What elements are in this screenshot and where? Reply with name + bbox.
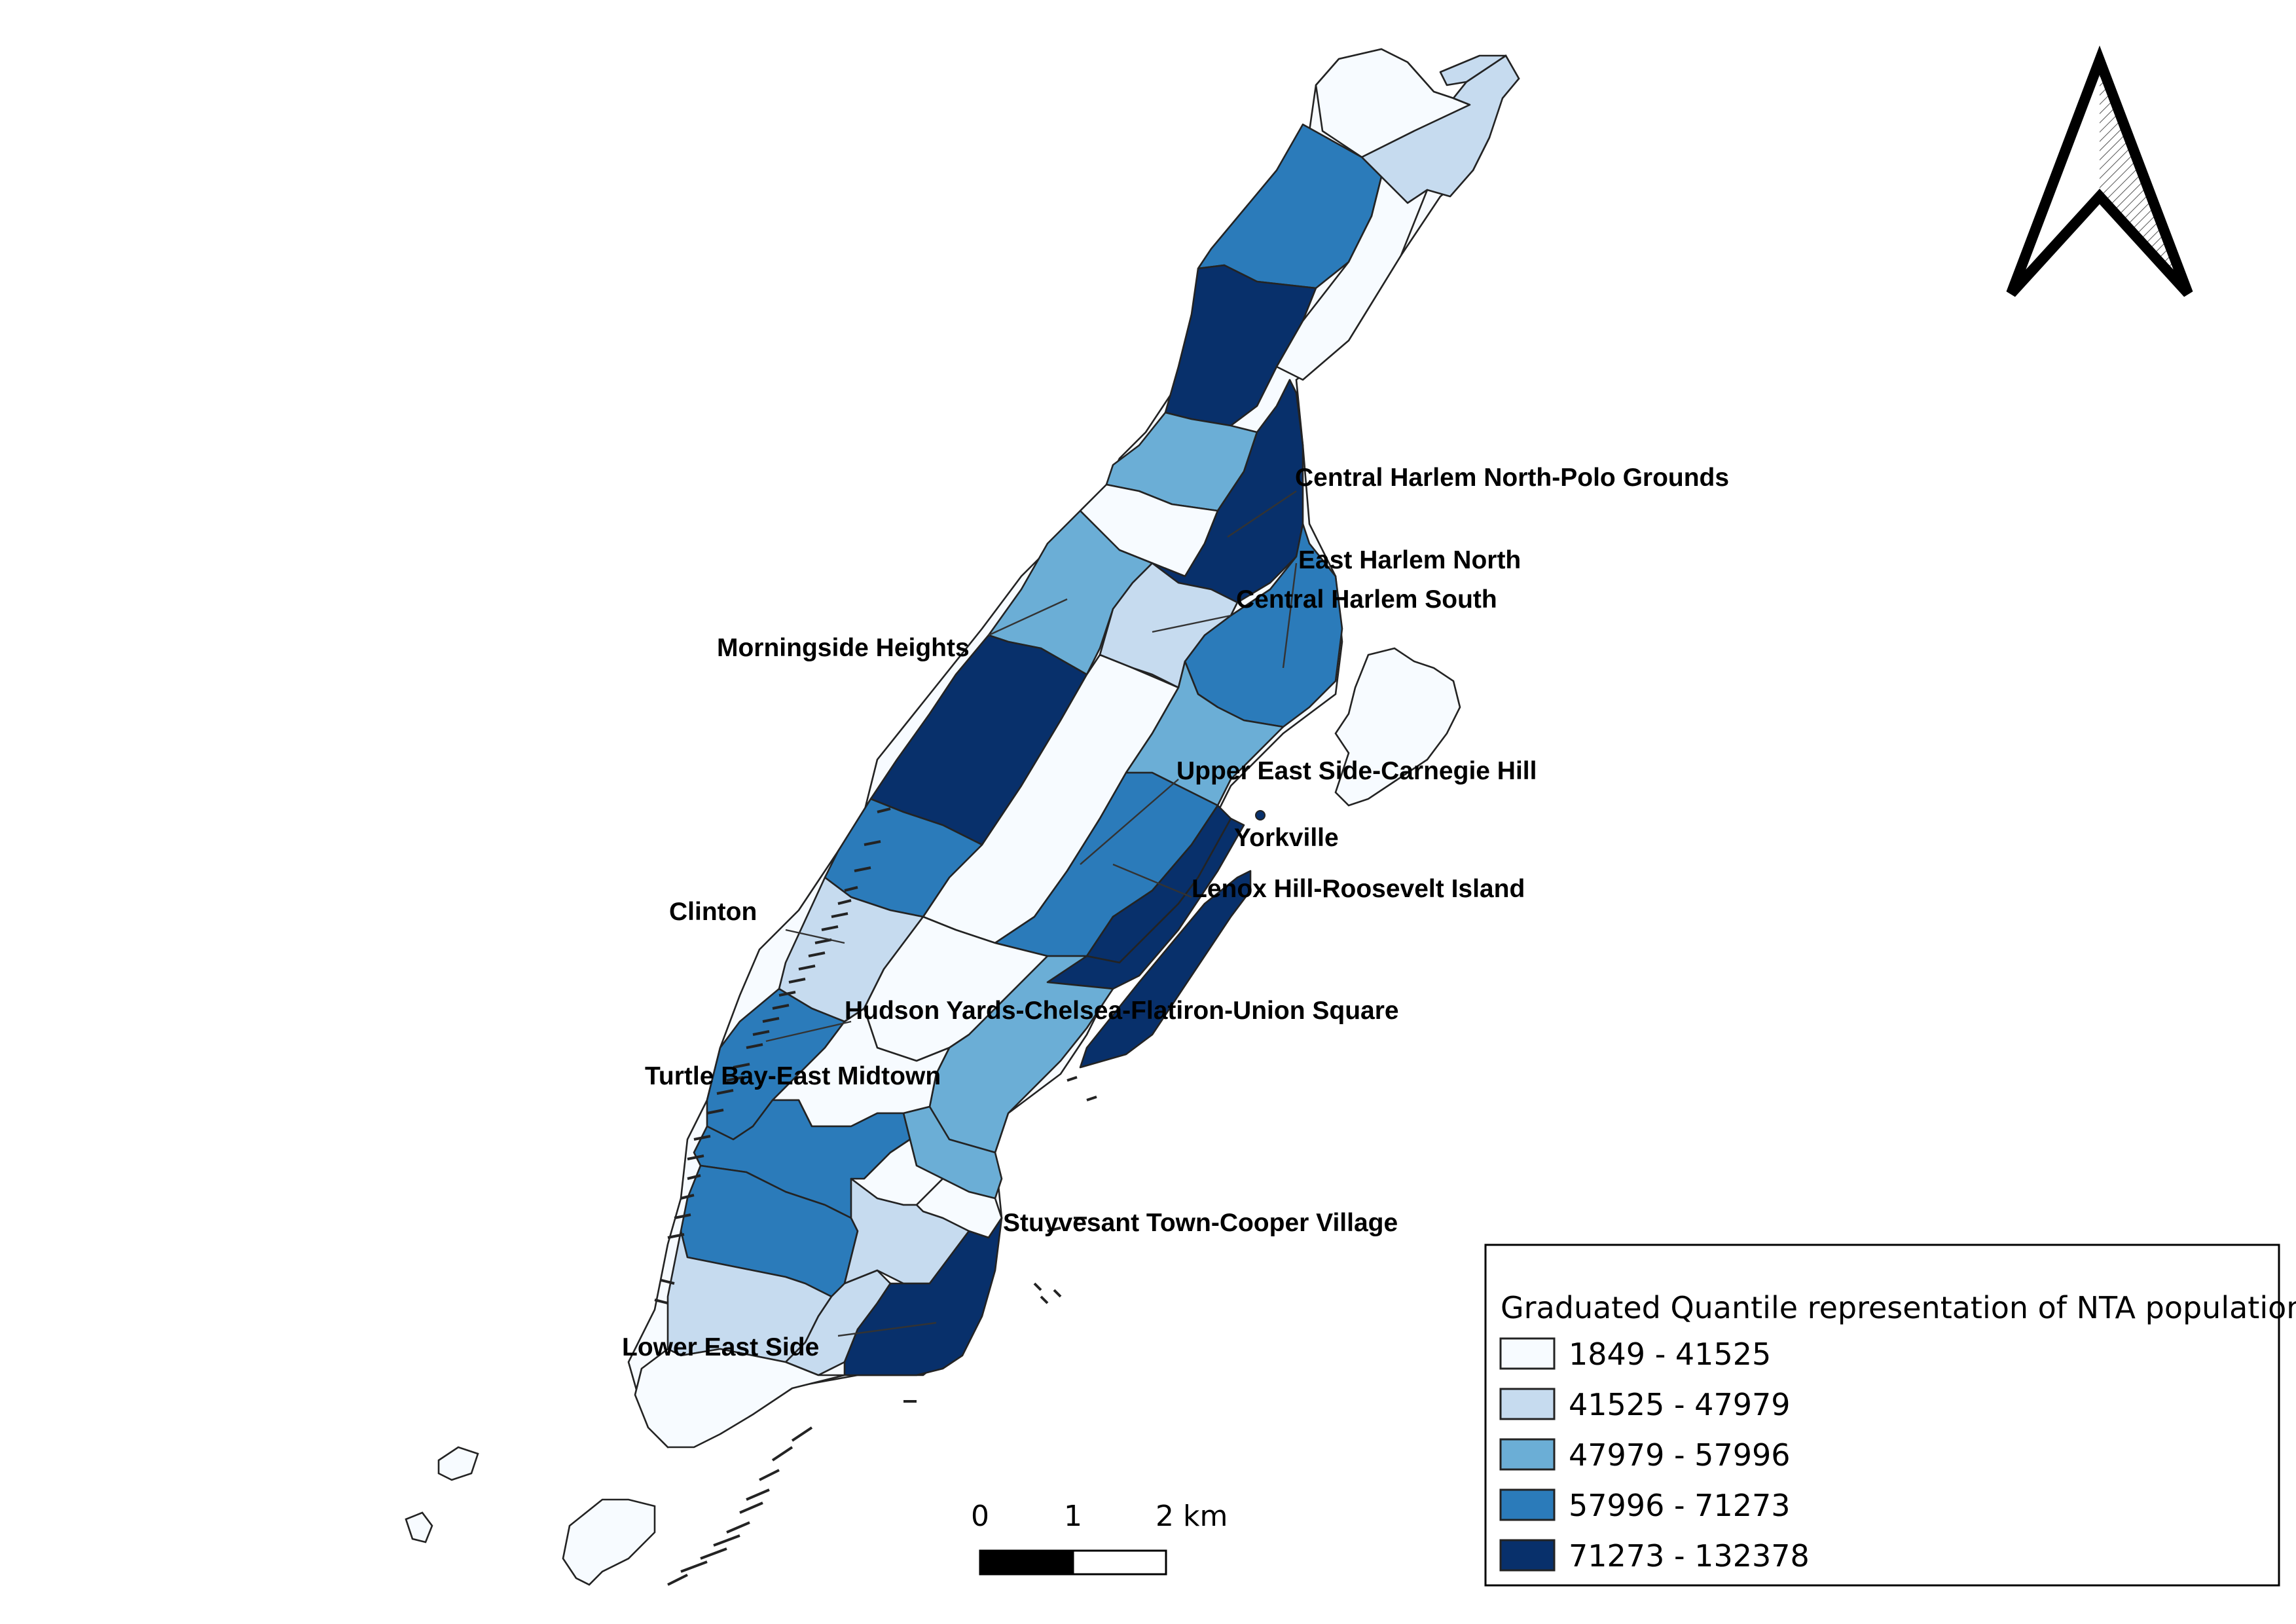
legend-swatch (1499, 1337, 1556, 1370)
piers (654, 807, 1097, 1586)
legend-label: 47979 - 57996 (1569, 1437, 1791, 1473)
legend-swatch (1499, 1488, 1556, 1521)
nta-washington-heights-south[interactable] (1164, 264, 1317, 427)
nta-east-inwood[interactable] (1439, 54, 1507, 86)
nta-marble-hill[interactable] (1360, 54, 1520, 204)
scale-tick-0: 0 (971, 1500, 989, 1533)
label-lower-east-side: Lower East Side (622, 1333, 819, 1361)
label-east-harlem-north: East Harlem North (1298, 546, 1521, 574)
scale-bar-black-segment (979, 1549, 1074, 1576)
label-upper-east-side: Upper East Side-Carnegie Hill (1176, 757, 1537, 785)
label-hudson-yards: Hudson Yards-Chelsea-Flatiron-Union Squa… (845, 997, 1399, 1025)
legend-swatch (1499, 1438, 1556, 1471)
legend-label: 57996 - 71273 (1569, 1488, 1791, 1523)
legend-frame (1484, 1244, 2280, 1587)
label-morningside-heights: Morningside Heights (717, 634, 970, 662)
label-central-harlem-north: Central Harlem North-Polo Grounds (1295, 464, 1729, 492)
liberty-island (405, 1511, 433, 1543)
legend-swatch (1499, 1539, 1556, 1572)
governors-island (562, 1498, 656, 1586)
nta-financial-district[interactable] (634, 1348, 846, 1449)
mill-rock-island (1255, 810, 1266, 821)
randalls-island (1334, 647, 1461, 807)
legend-label: 41525 - 47979 (1569, 1387, 1791, 1422)
north-arrow-icon (2006, 45, 2193, 297)
legend-label: 71273 - 132378 (1569, 1538, 1810, 1574)
legend-swatch (1499, 1388, 1556, 1420)
nta-roosevelt-island[interactable] (1079, 870, 1252, 1069)
label-lenox-hill: Lenox Hill-Roosevelt Island (1192, 875, 1525, 903)
label-yorkville: Yorkville (1234, 824, 1339, 852)
scale-bar: 0 1 2 km (971, 1500, 1228, 1576)
label-clinton: Clinton (669, 898, 757, 926)
ellis-island (437, 1446, 479, 1481)
label-leader-lines (765, 490, 1298, 1337)
legend-title: Graduated Quantile representation of NTA… (1501, 1290, 2296, 1325)
nta-highbridge-park[interactable] (1275, 175, 1429, 381)
label-central-harlem-south: Central Harlem South (1236, 585, 1497, 614)
legend: Graduated Quantile representation of NTA… (1484, 1244, 2296, 1587)
scale-tick-1: 1 (1064, 1500, 1082, 1533)
scale-bar-white-segment (1072, 1549, 1167, 1576)
label-stuyvesant-town: Stuyvesant Town-Cooper Village (1003, 1209, 1398, 1237)
scale-tick-2: 2 km (1156, 1500, 1228, 1533)
nta-lower-east-side[interactable] (843, 1217, 1003, 1376)
label-turtle-bay: Turtle Bay-East Midtown (645, 1062, 941, 1090)
legend-label: 1849 - 41525 (1569, 1337, 1771, 1372)
